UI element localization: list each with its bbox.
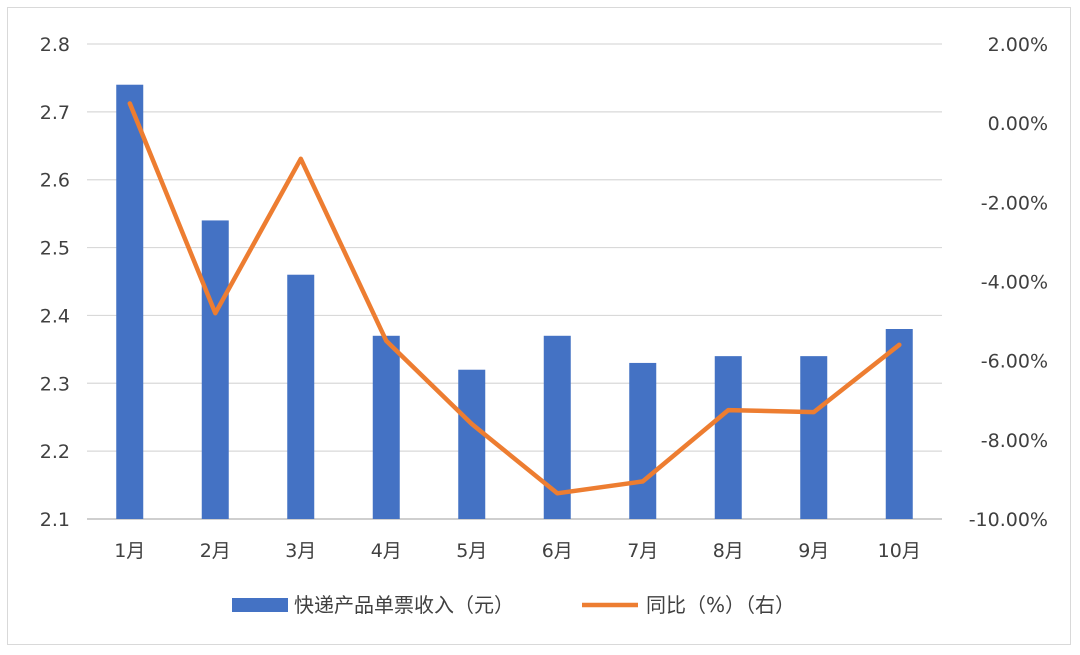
bar [714,356,742,519]
y-right-tick-label: -4.00% [981,272,1048,294]
x-tick-label: 5月 [456,540,487,562]
y-left-tick-label: 2.3 [40,373,70,395]
bar [201,220,229,519]
legend: 快递产品单票收入（元） 同比（%）（右） [232,593,795,617]
x-tick-label: 8月 [713,540,744,562]
legend-bar-swatch [232,598,288,612]
bar [458,369,486,519]
y-right-tick-label: -6.00% [981,351,1048,373]
y-left-tick-label: 2.8 [40,34,70,56]
bar [372,335,400,519]
y-left-tick-label: 2.1 [40,509,70,531]
x-tick-label: 3月 [285,540,316,562]
x-tick-label: 9月 [798,540,829,562]
gridlines [87,43,942,520]
x-tick-label: 7月 [627,540,658,562]
y-right-tick-label: -8.00% [981,430,1048,452]
bar [287,274,315,519]
y-left-tick-label: 2.7 [40,102,70,124]
y-right-tick-label: -2.00% [981,192,1048,214]
chart-frame [7,7,1071,645]
x-axis-ticks: 1月 2月 3月 4月 5月 6月 7月 8月 9月 10月 [114,540,921,562]
bar-series [116,84,913,519]
right-axis-ticks: -10.00% -8.00% -6.00% -4.00% -2.00% 0.00% 2.00… [969,34,1048,531]
x-tick-label: 4月 [371,540,402,562]
x-tick-label: 6月 [542,540,573,562]
y-left-tick-label: 2.5 [40,238,70,260]
left-axis-ticks: 2.1 2.2 2.3 2.4 2.5 2.6 2.7 2.8 [40,34,70,531]
x-tick-label: 10月 [878,540,921,562]
bar [885,329,913,519]
legend-line-label: 同比（%）（右） [646,593,795,617]
y-left-tick-label: 2.4 [40,305,70,327]
y-left-tick-label: 2.2 [40,441,70,463]
bar [116,84,144,519]
y-right-tick-label: 0.00% [988,113,1048,135]
legend-bar-label: 快递产品单票收入（元） [294,593,514,617]
series-line [127,101,902,496]
y-right-tick-label: -10.00% [969,509,1048,531]
bar [629,362,657,519]
bar [800,356,828,519]
x-tick-label: 2月 [200,540,231,562]
y-left-tick-label: 2.6 [40,170,70,192]
line-series [127,101,902,496]
x-tick-label: 1月 [114,540,145,562]
y-right-tick-label: 2.00% [988,34,1048,56]
